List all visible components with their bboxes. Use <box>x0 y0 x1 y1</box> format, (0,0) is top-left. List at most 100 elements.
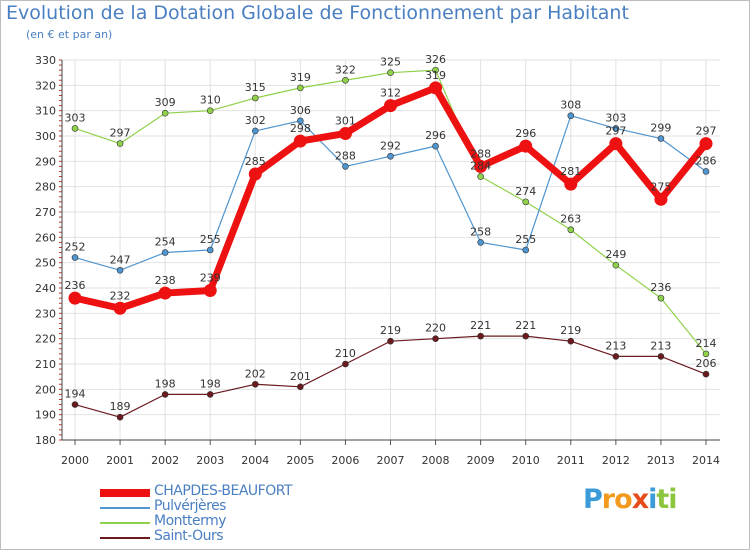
y-tick-label: 310 <box>35 105 56 118</box>
series-layer <box>68 66 713 421</box>
data-label: 220 <box>425 322 446 335</box>
series-0 <box>71 332 710 421</box>
data-label: 315 <box>245 81 266 94</box>
data-point <box>206 107 214 114</box>
data-point <box>203 284 217 298</box>
x-tick-label: 2001 <box>106 454 134 467</box>
data-label: 232 <box>110 289 131 302</box>
data-label: 309 <box>155 96 176 109</box>
logo-letter: i <box>668 484 677 515</box>
x-tick-label: 2004 <box>241 454 269 467</box>
data-point <box>657 353 665 360</box>
data-point <box>297 84 304 92</box>
data-point <box>564 177 578 191</box>
data-label: 292 <box>380 139 401 152</box>
data-label: 284 <box>470 160 491 173</box>
chart-title: Evolution de la Dotation Globale de Fonc… <box>6 2 629 24</box>
data-label: 219 <box>380 324 401 337</box>
data-label: 252 <box>65 241 86 254</box>
y-tick-label: 190 <box>35 409 56 422</box>
data-label: 319 <box>425 69 446 82</box>
series-1 <box>71 66 710 358</box>
data-point <box>612 353 620 360</box>
data-label: 296 <box>515 127 536 140</box>
data-point <box>251 380 259 388</box>
legend-label: Saint-Ours <box>154 528 224 544</box>
data-label: 297 <box>110 127 131 140</box>
data-label: 299 <box>650 122 671 135</box>
data-point <box>158 286 172 300</box>
data-label: 286 <box>696 154 717 167</box>
data-label: 288 <box>470 147 491 160</box>
data-point <box>297 117 304 125</box>
data-label: 206 <box>696 357 717 370</box>
data-point <box>71 254 79 261</box>
data-point <box>161 249 169 256</box>
data-point <box>116 140 124 147</box>
x-tick-label: 2002 <box>151 454 179 467</box>
data-label: 239 <box>200 272 221 285</box>
data-label: 263 <box>560 213 581 226</box>
data-label: 306 <box>290 104 311 117</box>
logo-letter: i <box>648 484 657 515</box>
data-point <box>699 137 713 151</box>
data-point <box>522 246 530 254</box>
data-point <box>477 173 484 180</box>
data-label: 189 <box>110 400 131 413</box>
data-label: 274 <box>515 185 536 198</box>
data-point <box>432 335 439 342</box>
data-point <box>609 137 623 151</box>
y-tick-label: 220 <box>35 333 56 346</box>
data-point <box>522 198 530 206</box>
data-point <box>477 239 484 246</box>
legend-label: CHAPDES-BEAUFORT <box>154 483 293 499</box>
y-tick-label: 330 <box>35 54 56 67</box>
data-label: 303 <box>605 111 626 124</box>
chart-subtitle: (en € et par an) <box>26 28 113 41</box>
data-label: 301 <box>335 114 356 127</box>
data-point <box>567 112 575 120</box>
legend-swatch <box>100 522 150 524</box>
x-tick-label: 2010 <box>512 454 540 467</box>
data-label: 247 <box>110 253 131 266</box>
data-point <box>116 413 124 421</box>
data-label: 255 <box>200 233 221 246</box>
data-label: 312 <box>380 87 401 100</box>
y-tick-label: 300 <box>35 130 56 143</box>
series-2 <box>71 112 710 274</box>
y-tick-label: 280 <box>35 181 56 194</box>
data-label: 210 <box>335 347 356 360</box>
y-tick-label: 200 <box>35 383 56 396</box>
data-label: 310 <box>200 94 221 107</box>
data-label: 308 <box>560 99 581 112</box>
data-label: 322 <box>335 63 356 76</box>
y-tick-label: 260 <box>35 231 56 244</box>
data-point <box>702 350 710 358</box>
data-point <box>702 370 710 378</box>
data-point <box>567 226 575 234</box>
axes: 180 190 200 210 220 230 240 250 260 270 280 290 300 3… <box>35 54 720 467</box>
data-point <box>387 337 394 345</box>
x-tick-label: 2013 <box>647 454 675 467</box>
legend-label: Pulvérjères <box>154 498 226 514</box>
data-label: 213 <box>650 339 671 352</box>
data-point <box>338 126 352 140</box>
data-point <box>206 246 214 254</box>
data-point <box>293 134 307 148</box>
x-tick-label: 2011 <box>557 454 585 467</box>
data-label: 281 <box>560 165 581 178</box>
data-point <box>657 135 665 142</box>
data-label: 198 <box>155 377 176 390</box>
logo-letter: r <box>601 484 615 515</box>
data-label: 319 <box>290 71 311 84</box>
logo-letter: o <box>614 484 633 515</box>
data-label: 326 <box>425 53 446 66</box>
legend-swatch <box>100 507 150 509</box>
data-label: 255 <box>515 233 536 246</box>
data-label: 258 <box>470 225 491 238</box>
data-point <box>68 291 82 305</box>
y-tick-label: 240 <box>35 282 56 295</box>
data-point <box>522 332 530 340</box>
